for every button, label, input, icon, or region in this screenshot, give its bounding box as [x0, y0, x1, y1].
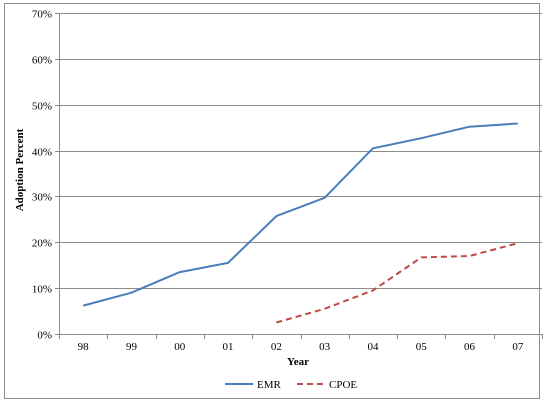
y-axis-title: Adoption Percent	[14, 128, 26, 211]
gridlines	[59, 13, 542, 335]
series-line-emr	[82, 122, 518, 307]
y-tick-label: 70%	[32, 9, 52, 21]
x-tick-label: 03	[319, 341, 331, 353]
y-tick-label: 30%	[32, 192, 52, 204]
y-tick-label: 0%	[37, 330, 52, 342]
y-tick-label: 10%	[32, 284, 52, 296]
x-tick-label: 98	[78, 341, 90, 353]
chart-frame	[4, 3, 540, 399]
x-tick-label: 99	[126, 341, 138, 353]
x-tick-label: 05	[416, 341, 428, 353]
x-tick-label: 02	[271, 341, 282, 353]
y-tick-label: 50%	[32, 101, 52, 113]
x-tick-label: 00	[174, 341, 186, 353]
legend-label-cpoe: CPOE	[329, 379, 357, 391]
series-lines	[82, 122, 519, 324]
series-line-cpoe	[276, 242, 519, 324]
x-tick-label: 07	[512, 341, 524, 353]
x-axis-ticks: 98 99 00 01 02 03 04 05 06 07	[59, 334, 543, 353]
x-tick-label: 04	[367, 341, 379, 353]
y-tick-label: 40%	[32, 147, 52, 159]
legend: EMR CPOE	[225, 379, 357, 391]
x-axis-title: Year	[287, 356, 309, 368]
legend-label-emr: EMR	[257, 379, 282, 391]
x-tick-label: 06	[464, 341, 476, 353]
y-tick-label: 60%	[32, 55, 52, 67]
x-tick-label: 01	[223, 341, 234, 353]
y-tick-label: 20%	[32, 238, 52, 250]
y-axis-ticks: 0% 10% 20% 30% 40% 50% 60% 70%	[32, 9, 59, 342]
